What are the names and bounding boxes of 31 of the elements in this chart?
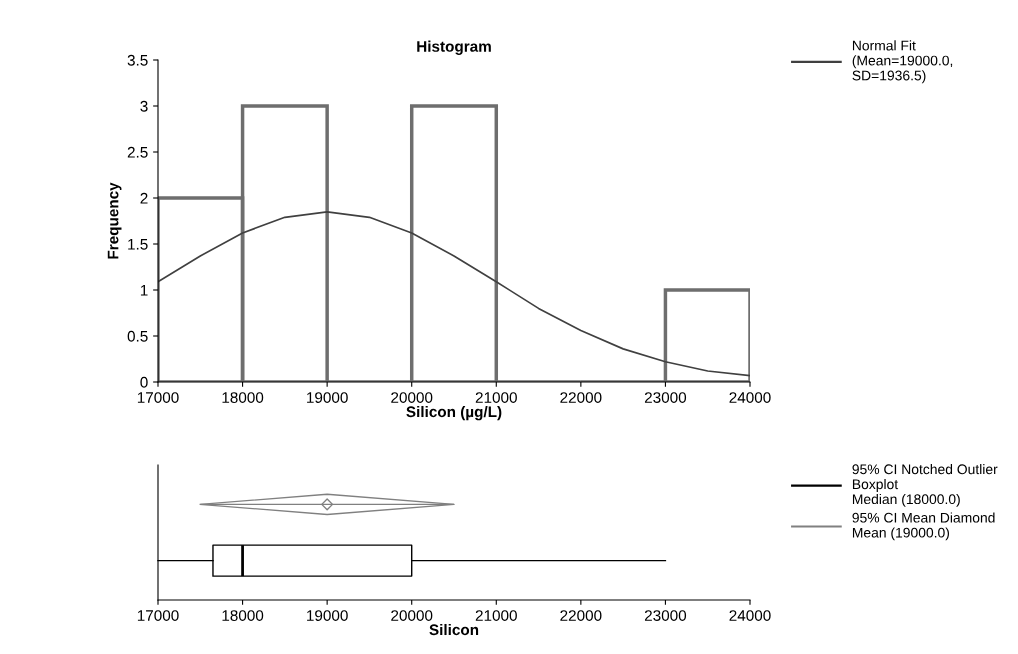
x-tick-label: 20000 — [391, 610, 433, 621]
x-tick-label: 23000 — [644, 610, 687, 621]
chart-title: Histogram — [417, 40, 491, 55]
x-tick-label: 24000 — [729, 610, 771, 621]
x-tick-label: 22000 — [560, 610, 602, 621]
x-tick-label: 21000 — [475, 610, 517, 621]
x-axis-title: Silicon (µg/L) — [406, 405, 502, 421]
y-tick-label: 0.5 — [127, 330, 148, 342]
y-tick-label: 3.5 — [127, 54, 148, 66]
y-tick-label: 3 — [140, 100, 148, 112]
y-tick-label: 1.5 — [128, 239, 148, 250]
x-tick-label: 24000 — [729, 392, 771, 403]
x-tick-label: 23000 — [644, 392, 687, 403]
legend-label: 95% CI Mean Diamond Mean (19000.0) — [852, 512, 995, 541]
x-tick-label: 18000 — [222, 610, 264, 621]
legend-label: Normal Fit (Mean=19000.0, SD=1936.5) — [852, 40, 953, 84]
y-axis-title: Frequency — [107, 182, 122, 259]
legend-label: 95% CI Notched Outlier Boxplot Median (18000.0) — [852, 464, 998, 507]
x-tick-label: 18000 — [222, 392, 264, 403]
x-axis-title: Silicon — [429, 623, 479, 636]
y-tick-label: 2.5 — [127, 146, 148, 158]
x-tick-label: 22000 — [560, 392, 602, 403]
y-tick-label: 0 — [140, 376, 148, 388]
x-tick-label: 17000 — [137, 392, 179, 403]
x-tick-label: 19000 — [307, 392, 348, 403]
x-tick-label: 20000 — [391, 392, 433, 403]
x-tick-label: 21000 — [475, 392, 517, 403]
x-tick-label: 19000 — [307, 610, 348, 621]
y-tick-label: 1 — [140, 285, 148, 296]
y-tick-label: 2 — [140, 192, 148, 204]
x-tick-label: 17000 — [137, 610, 179, 621]
